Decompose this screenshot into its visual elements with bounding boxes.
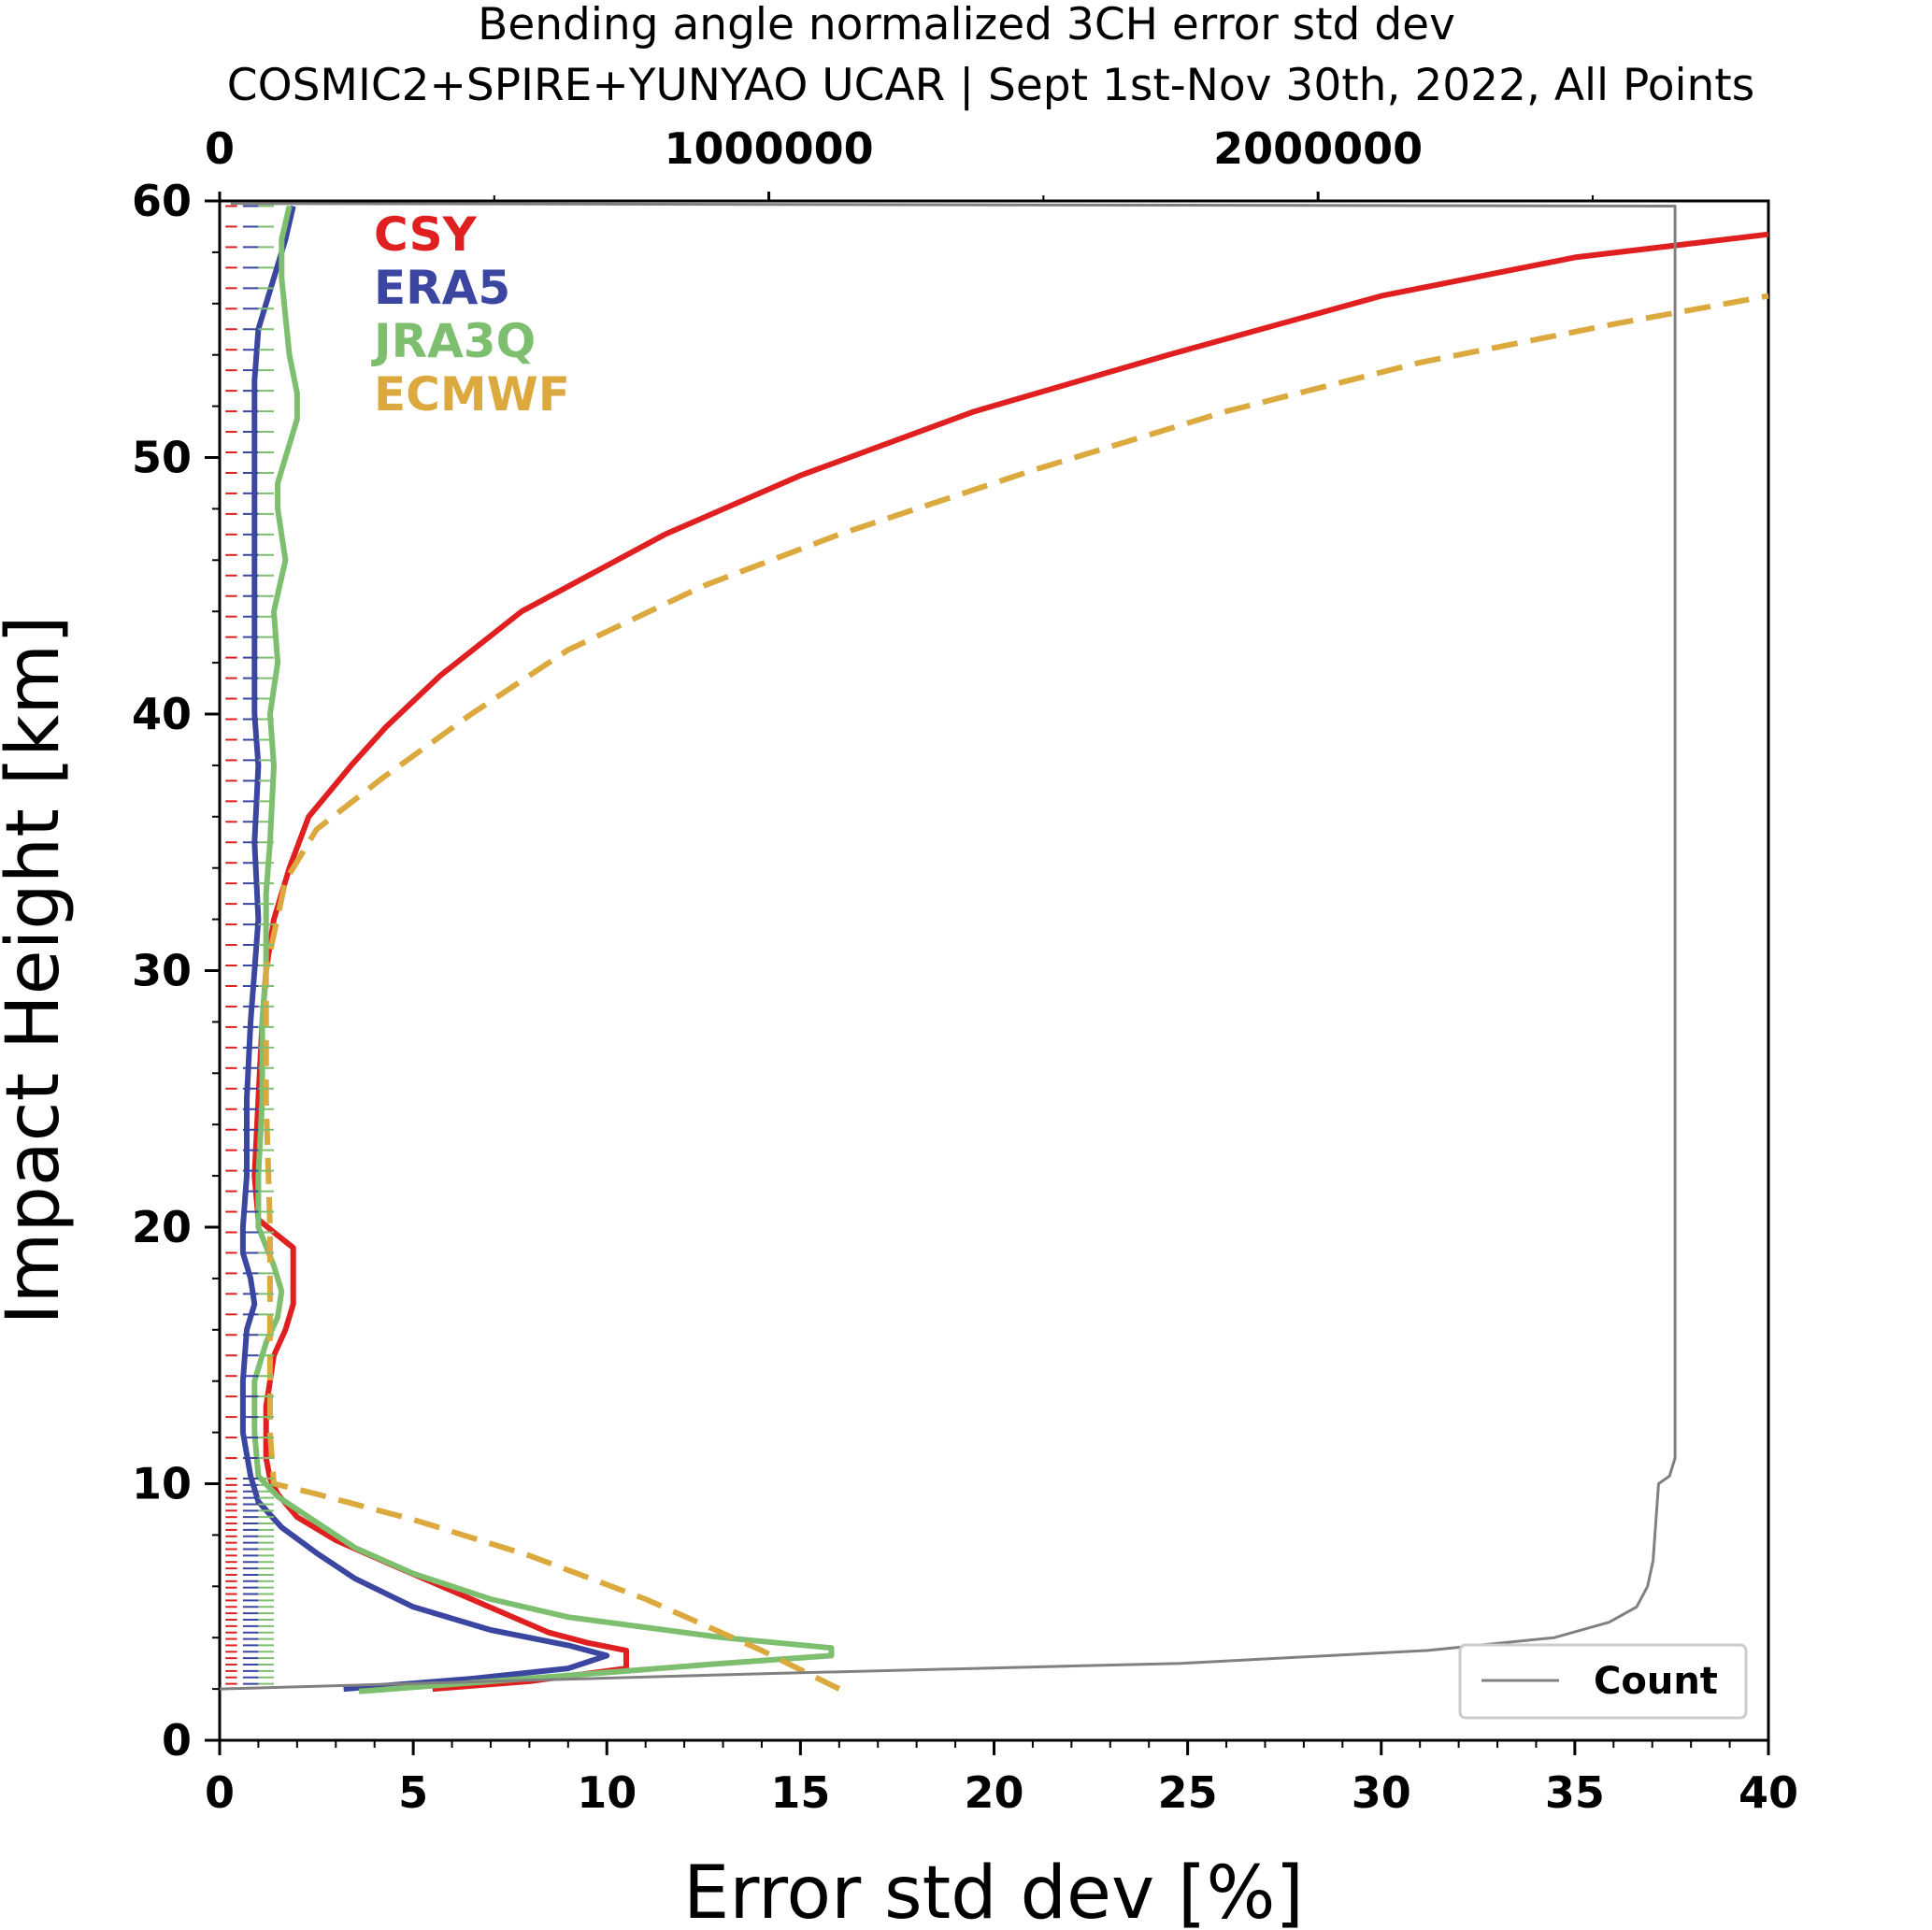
chart-title: Bending angle normalized 3CH error std d…	[478, 0, 1455, 50]
x-tick-label: 40	[1739, 1767, 1798, 1818]
chart-subtitle: COSMIC2+SPIRE+YUNYAO UCAR | Sept 1st-Nov…	[227, 60, 1754, 111]
series-line-csy	[251, 231, 1769, 1693]
series-line-ecmwf	[263, 293, 1769, 1692]
series-line-count	[219, 202, 1677, 1691]
top-tick-label: 1000000	[665, 123, 874, 174]
y-tick-label: 60	[132, 176, 192, 226]
series-line-era5	[239, 205, 610, 1693]
count-legend: Count	[1458, 1643, 1748, 1720]
legend-label-jra3q: JRA3Q	[371, 314, 536, 368]
top-tick-label: 2000000	[1213, 123, 1423, 174]
count-legend-label: Count	[1594, 1660, 1718, 1703]
axis-ticks	[205, 192, 1770, 1755]
x-tick-label: 10	[577, 1767, 637, 1818]
x-tick-label: 35	[1545, 1767, 1605, 1818]
y-tick-label: 20	[132, 1202, 192, 1252]
series-layer	[219, 202, 1769, 1694]
plot-area-frame	[218, 199, 1770, 1742]
x-tick-label: 30	[1352, 1767, 1411, 1818]
axis-tick-labels: 0 5 10 15 20 25 30 35 40 0 10 20 30 40 50 60 0 1000000 200…	[132, 123, 1798, 1818]
series-line-jra3q	[251, 205, 835, 1694]
y-tick-label: 30	[132, 946, 192, 996]
x-tick-label: 25	[1158, 1767, 1218, 1818]
legend-label-csy: CSY	[374, 207, 478, 262]
count-legend-box	[1458, 1643, 1748, 1720]
legend-label-era5: ERA5	[374, 261, 510, 315]
legend-label-ecmwf: ECMWF	[374, 367, 570, 422]
top-tick-label: 0	[205, 123, 235, 174]
y-axis-label: Impact Height [km]	[0, 615, 76, 1324]
x-tick-label: 5	[398, 1767, 428, 1818]
x-axis-label: Error std dev [%]	[683, 1851, 1304, 1930]
x-tick-label: 15	[770, 1767, 830, 1818]
y-tick-label: 40	[132, 689, 192, 739]
y-tick-label: 0	[162, 1715, 192, 1766]
x-tick-label: 20	[964, 1767, 1023, 1818]
x-tick-label: 0	[205, 1767, 235, 1818]
y-tick-label: 50	[132, 433, 192, 483]
y-tick-label: 10	[132, 1459, 192, 1509]
